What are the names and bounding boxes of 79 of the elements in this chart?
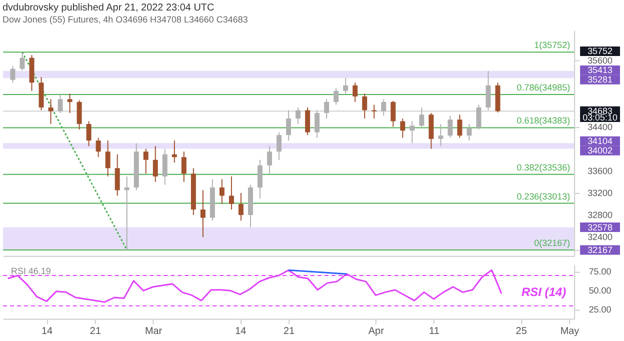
candlestick <box>200 190 206 238</box>
annotation: RSI 46.19 <box>10 266 51 276</box>
candlestick <box>296 106 301 125</box>
chart-title: dvdubrovsky published Apr 21, 2022 23:04 UTC <box>2 2 214 14</box>
candlestick <box>438 124 444 147</box>
candlestick <box>334 88 339 106</box>
candlestick <box>343 78 348 94</box>
candlestick <box>457 114 462 138</box>
candlestick <box>124 176 130 250</box>
candlestick <box>476 104 482 130</box>
candlestick <box>486 70 491 111</box>
candlestick <box>258 159 263 199</box>
x-tick-label: May <box>560 326 580 338</box>
x-tick-label: Mar <box>144 326 163 338</box>
y-tick-label: 25.00 <box>588 304 612 315</box>
x-tick-label: Apr <box>368 326 385 338</box>
candlestick <box>362 93 368 119</box>
candlestick <box>466 124 472 142</box>
ref-line-label: 0.236(33013) <box>516 191 570 202</box>
candlestick <box>372 104 377 119</box>
series-label: RSI (14) <box>522 284 566 299</box>
y-tick-label: 34104 <box>588 136 613 146</box>
y-tick-label: 75.00 <box>588 266 612 277</box>
candlestick <box>86 120 92 147</box>
candlestick <box>390 100 396 128</box>
y-tick-label: 32578 <box>588 222 613 232</box>
candlestick <box>219 178 224 204</box>
x-tick-label: 14 <box>42 326 54 338</box>
candlestick <box>96 137 101 158</box>
candlestick <box>58 93 63 114</box>
x-tick-label: 21 <box>90 326 102 338</box>
candlestick <box>105 140 110 177</box>
ref-line-label: 1(35752) <box>534 40 570 50</box>
candlestick <box>181 151 186 182</box>
candlestick <box>400 118 406 138</box>
chart-subtitle: Dow Jones (55) Futures, 4h O34696 H34708 L34660 C34683 <box>2 14 248 24</box>
y-tick-label: 32800 <box>588 210 613 220</box>
y-tick-label: 34400 <box>588 122 613 132</box>
ref-line-label: 0.618(34383) <box>516 116 570 126</box>
y-tick-label: 32167 <box>588 244 613 255</box>
y-tick-label: 33600 <box>588 166 613 176</box>
candlestick <box>448 115 453 138</box>
x-tick-label: 11 <box>429 326 440 338</box>
candlestick <box>410 120 415 144</box>
candlestick <box>76 100 82 130</box>
y-tick-label: 35281 <box>588 74 613 85</box>
candlestick <box>162 148 168 186</box>
candlestick <box>10 66 16 84</box>
candlestick <box>276 132 282 160</box>
y-tick-label: 35413 <box>588 65 613 76</box>
candlestick <box>114 154 120 196</box>
candlestick <box>324 98 330 119</box>
ref-line-label: 0.786(34985) <box>516 82 570 92</box>
candlestick <box>305 106 310 136</box>
x-tick-label: 14 <box>235 326 247 338</box>
candlestick <box>286 110 292 142</box>
x-tick-label: 21 <box>283 326 296 338</box>
candlestick <box>381 98 386 116</box>
candlestick <box>172 140 177 164</box>
candlestick <box>67 93 72 114</box>
candlestick <box>419 106 424 128</box>
candlestick <box>314 110 320 138</box>
candlestick <box>228 176 234 210</box>
candlestick <box>267 146 272 174</box>
ref-line-label: 0.382(33536) <box>516 162 570 172</box>
y-tick-label: 34002 <box>588 146 613 156</box>
candlestick <box>20 52 25 71</box>
y-tick-label: 33200 <box>588 188 613 198</box>
x-tick-label: 25 <box>516 326 528 338</box>
candlestick <box>143 148 148 174</box>
candlestick <box>152 146 158 182</box>
candlestick <box>238 192 244 222</box>
y-tick-label: 32400 <box>588 232 613 242</box>
candlestick <box>352 82 358 102</box>
y-tick-label: 35752 <box>588 46 613 56</box>
candlestick <box>48 98 54 125</box>
ref-line-label: 0(32167) <box>534 238 570 248</box>
y-tick-label: 35600 <box>588 56 613 66</box>
y-tick-label: 50.00 <box>588 286 612 296</box>
